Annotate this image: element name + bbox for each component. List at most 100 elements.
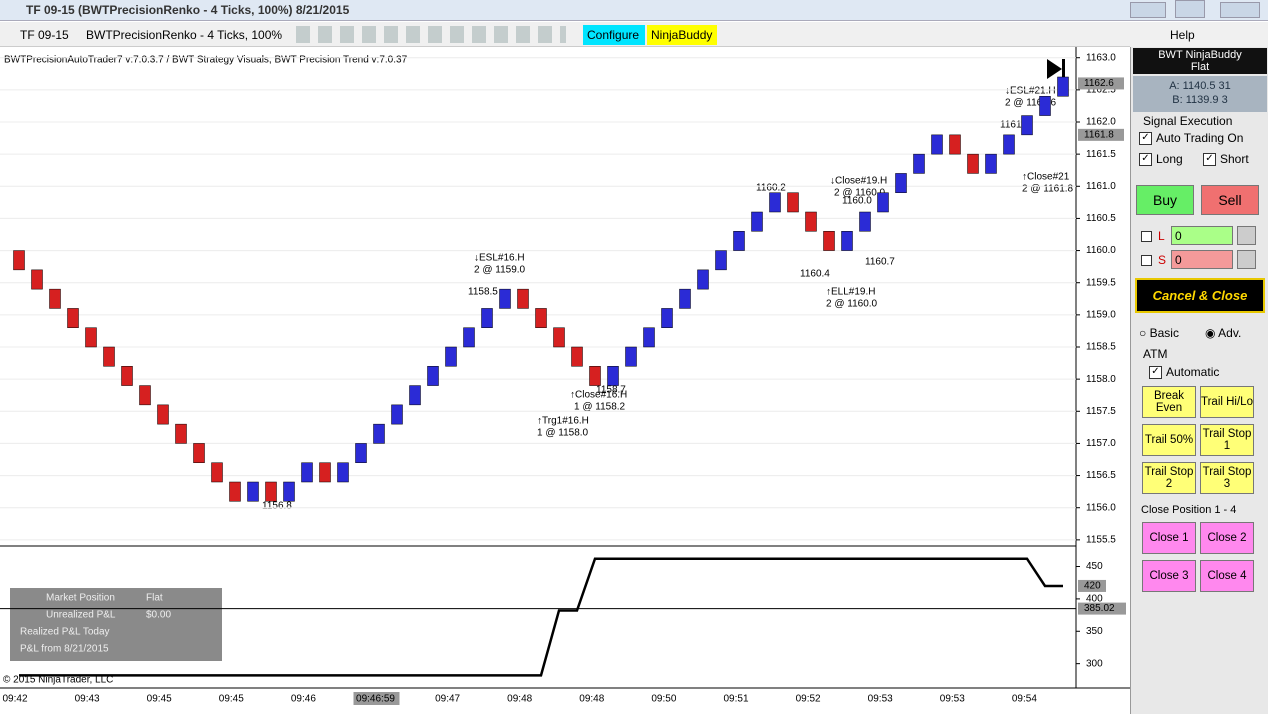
renko-brick <box>409 385 421 406</box>
renko-brick <box>661 308 673 328</box>
buy-button[interactable]: Buy <box>1136 185 1194 215</box>
checkbox[interactable]: ✓ <box>1139 132 1152 146</box>
value-marker-label: 420 <box>1084 581 1101 592</box>
annotation: 2 @ 1161.8 <box>1022 184 1074 195</box>
renko-brick <box>13 250 25 271</box>
info-value: Flat <box>146 593 163 604</box>
y-tick-label: 1158.5 <box>1086 342 1116 353</box>
renko-brick <box>85 327 97 348</box>
chart-type[interactable]: BWTPrecisionRenko - 4 Ticks, 100% <box>86 28 283 42</box>
play-icon[interactable] <box>1047 59 1062 79</box>
annotation: 2 @ 1161.6 <box>1005 98 1057 109</box>
y-tick-label: 1155.5 <box>1086 534 1116 545</box>
checkbox[interactable]: ✓ <box>1149 366 1162 380</box>
info-label: P&L from 8/21/2015 <box>20 644 109 655</box>
minimize[interactable] <box>1130 2 1166 18</box>
renko-brick <box>643 327 655 348</box>
panel-button[interactable]: Break Even <box>1142 386 1196 418</box>
renko-brick <box>157 404 169 425</box>
x-tick-label: 09:54 <box>1012 694 1037 705</box>
annotation: ↓ESL#16.H <box>474 253 525 264</box>
restore[interactable] <box>1175 0 1205 18</box>
y-tick-label: 1161.5 <box>1086 149 1116 160</box>
help[interactable]: Help <box>1170 28 1195 42</box>
checkbox[interactable] <box>1141 231 1152 242</box>
sell-button[interactable]: Sell <box>1201 185 1259 215</box>
x-tick-label: 09:43 <box>75 694 100 705</box>
info-label: Unrealized P&L <box>46 610 116 621</box>
auto-trading[interactable]: ✓ Auto Trading On <box>1139 131 1243 146</box>
renko-brick <box>589 366 601 386</box>
panel-status: Flat <box>1190 61 1210 73</box>
panel-button[interactable]: Trail Stop 2 <box>1142 462 1196 494</box>
renko-brick <box>823 231 835 251</box>
panel-button[interactable]: Close 4 <box>1200 560 1254 592</box>
short-option[interactable]: ✓ Short <box>1203 152 1249 167</box>
panel-button[interactable]: Close 3 <box>1142 560 1196 592</box>
renko-brick <box>319 462 331 483</box>
checkbox[interactable] <box>1141 255 1152 266</box>
panel-button[interactable]: Trail Stop 1 <box>1200 424 1254 456</box>
basic-option[interactable]: ○ Basic <box>1139 326 1179 340</box>
annotation: ↑Trg1#16.H <box>537 416 589 427</box>
section-label: Signal Execution <box>1143 114 1233 128</box>
adv-option[interactable]: ◉ Adv. <box>1205 326 1242 340</box>
renko-brick <box>715 250 727 271</box>
tool-icons[interactable] <box>296 26 566 43</box>
s-label: S <box>1158 253 1167 267</box>
y-tick-label: 1162.5 <box>1086 84 1116 95</box>
s-input[interactable]: 0 <box>1171 250 1233 269</box>
checkbox[interactable]: ✓ <box>1203 153 1216 167</box>
y-tick-label: 300 <box>1086 658 1103 669</box>
radio-label: Basic <box>1149 326 1179 340</box>
renko-brick <box>283 481 295 502</box>
panel-button[interactable]: Trail Stop 3 <box>1200 462 1254 494</box>
renko-brick <box>1021 115 1033 136</box>
panel-button[interactable]: Close 2 <box>1200 522 1254 554</box>
x-tick-label: 09:48 <box>507 694 532 705</box>
annotation: 1161.2 <box>1000 120 1030 131</box>
window-title: TF 09-15 (BWTPrecisionRenko - 4 Ticks, 1… <box>26 3 350 17</box>
pnl-line <box>19 557 1063 677</box>
radio-label: Adv. <box>1218 326 1242 340</box>
renko-brick <box>859 211 871 232</box>
long-option[interactable]: ✓ Long <box>1139 152 1183 167</box>
l-input[interactable]: 0 <box>1171 226 1233 245</box>
annotation: 2 @ 1160.0 <box>826 299 878 310</box>
renko-brick <box>31 269 43 290</box>
cancel-close-button[interactable]: Cancel & Close <box>1135 278 1265 313</box>
instrument[interactable]: TF 09-15 <box>20 28 69 42</box>
renko-brick <box>967 153 979 174</box>
x-tick-label: 09:51 <box>723 694 748 705</box>
ninjabuddy-button[interactable]: NinjaBuddy <box>647 25 717 45</box>
s-clear[interactable] <box>1237 250 1256 269</box>
bid: B: 1139.9 3 <box>1172 94 1228 106</box>
annotation: 1158.5 <box>468 287 498 298</box>
panel-button[interactable]: Trail 50% <box>1142 424 1196 456</box>
renko-brick <box>697 269 709 290</box>
play-icon-bar <box>1062 59 1065 79</box>
configure-button[interactable]: Configure <box>583 25 645 45</box>
y-tick-label: 400 <box>1086 594 1103 605</box>
renko-brick <box>337 462 349 483</box>
automatic-option[interactable]: ✓ Automatic <box>1149 365 1220 380</box>
l-clear[interactable] <box>1237 226 1256 245</box>
renko-brick <box>355 443 367 463</box>
toolbar: TF 09-15 BWTPrecisionRenko - 4 Ticks, 10… <box>0 22 1130 47</box>
renko-brick <box>463 327 475 348</box>
renko-brick <box>985 153 997 174</box>
close-window[interactable] <box>1220 2 1260 18</box>
renko-brick <box>607 366 619 386</box>
panel-button[interactable]: Trail Hi/Lo <box>1200 386 1254 418</box>
checkbox-label: Automatic <box>1166 365 1220 379</box>
renko-brick <box>769 192 781 213</box>
checkbox[interactable]: ✓ <box>1139 153 1152 167</box>
annotation: 1 @ 1158.0 <box>537 428 589 439</box>
x-tick-label: 09:53 <box>940 694 965 705</box>
y-tick-label: 1156.5 <box>1086 470 1116 481</box>
time-highlight <box>353 692 400 705</box>
panel-button[interactable]: Close 1 <box>1142 522 1196 554</box>
annotation: 1 @ 1158.2 <box>574 402 626 413</box>
section-label: Close Position 1 - 4 <box>1141 504 1237 516</box>
renko-brick <box>517 288 529 309</box>
